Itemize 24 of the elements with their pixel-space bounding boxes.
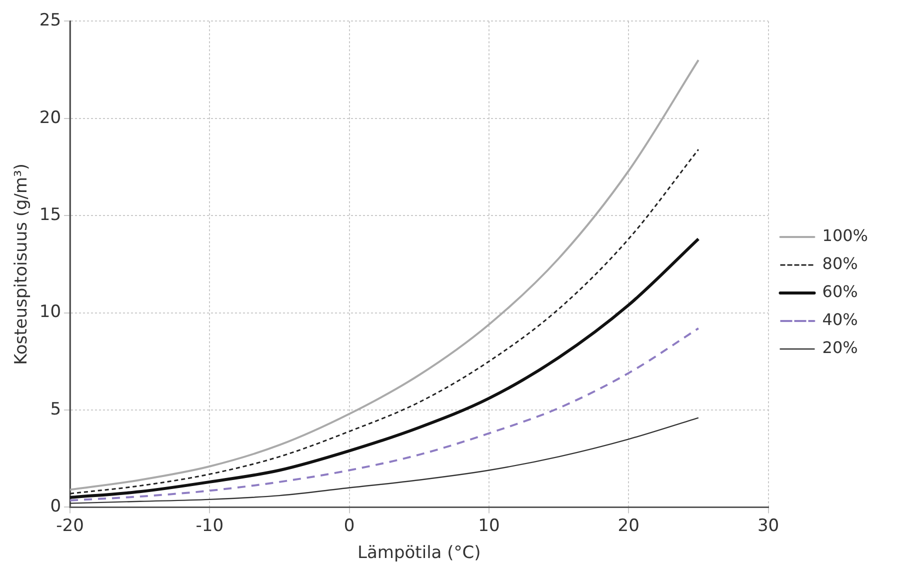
line-series <box>70 327 700 502</box>
legend-label: 80% <box>822 254 858 274</box>
line-series <box>70 148 700 494</box>
x-tick-label: 30 <box>757 516 780 536</box>
line-series <box>70 417 700 504</box>
y-tick-label: 20 <box>39 108 62 128</box>
line-series <box>70 237 700 499</box>
legend-label: 60% <box>822 282 858 302</box>
legend-label: 100% <box>822 226 868 246</box>
y-tick-label: 5 <box>50 399 62 420</box>
y-axis-title: Kosteuspitoisuus (g/m³) <box>12 163 32 365</box>
x-tick-label: 10 <box>478 516 500 536</box>
x-tick-label: -10 <box>196 516 224 536</box>
x-tick-label: 20 <box>618 516 640 536</box>
y-tick-label: 25 <box>39 10 62 31</box>
line-series <box>70 59 700 491</box>
x-axis-title: Lämpötila (°C) <box>358 543 481 564</box>
legend-label: 20% <box>822 338 858 358</box>
x-tick-label: 0 <box>344 516 355 536</box>
y-tick-label: 10 <box>39 302 62 322</box>
x-tick-label: -20 <box>56 516 84 536</box>
y-tick-label: 15 <box>39 205 62 226</box>
legend-label: 40% <box>822 310 858 330</box>
y-tick-label: 0 <box>50 496 62 517</box>
